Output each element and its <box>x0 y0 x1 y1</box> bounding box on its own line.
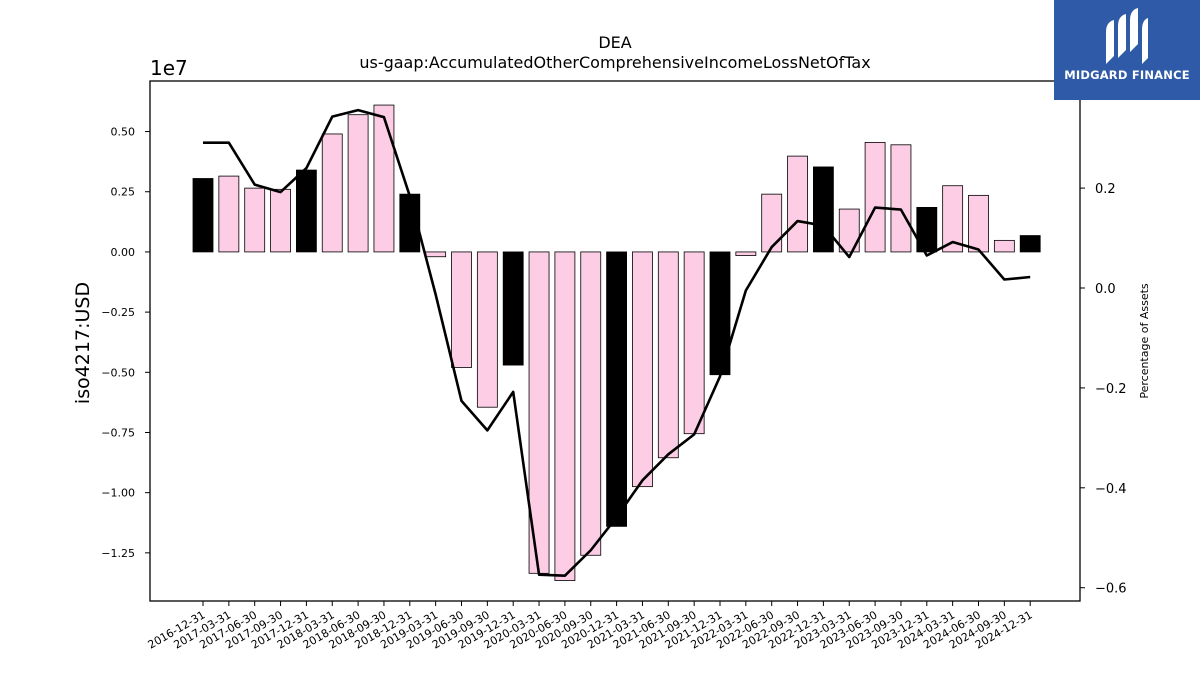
bar-2022-03-31 <box>735 251 757 256</box>
pct-assets-line <box>203 108 1031 578</box>
y2-tick-label: 0.0 <box>1095 282 1116 297</box>
bar-2019-06-30 <box>451 251 472 368</box>
bar-2020-12-31 <box>606 251 627 527</box>
bar-2023-09-30 <box>890 144 912 253</box>
y-tick-label: −0.50 <box>101 366 135 379</box>
line-group <box>203 108 1031 578</box>
bar-2017-12-31 <box>295 169 317 253</box>
y2-axis-label: Percentage of Assets <box>1138 283 1151 399</box>
midgard-finance-logo: MIDGARD FINANCE <box>1054 0 1200 100</box>
bar-2017-06-30 <box>244 187 266 253</box>
bar-2024-06-30 <box>968 194 989 253</box>
y2-tick-label: −0.2 <box>1095 382 1127 397</box>
logo-mark-icon <box>1106 8 1148 64</box>
y-tick-label: −0.75 <box>101 426 135 439</box>
y-offset-text: 1e7 <box>150 56 188 80</box>
bar-2023-03-31 <box>838 208 860 253</box>
bar-2024-12-31 <box>1019 235 1041 253</box>
y-tick-label: 0.00 <box>111 246 136 259</box>
y-tick-label: 0.50 <box>111 126 136 139</box>
bar-2017-03-31 <box>218 175 240 253</box>
bar-2019-03-31 <box>425 251 447 258</box>
plot-frame <box>149 80 1081 602</box>
bar-2023-12-31 <box>916 206 938 253</box>
bar-2024-03-31 <box>942 185 964 253</box>
y-tick-label: −0.25 <box>101 306 135 319</box>
bar-2024-09-30 <box>993 239 1015 253</box>
bar-2018-03-31 <box>321 133 343 253</box>
bar-2022-09-30 <box>787 155 808 253</box>
bar-2022-06-30 <box>761 193 783 253</box>
bar-2018-09-30 <box>373 104 395 253</box>
bar-2020-09-30 <box>580 251 602 556</box>
y2-tick-label: 0.2 <box>1095 182 1116 197</box>
bar-2022-12-31 <box>813 166 834 253</box>
bar-2017-09-30 <box>270 188 291 253</box>
y2-tick-label: −0.6 <box>1095 582 1127 597</box>
y-axis-label: iso4217:USD <box>72 282 94 404</box>
y-tick-label: 0.25 <box>111 186 136 199</box>
bar-2018-06-30 <box>347 114 369 253</box>
y2-tick-label: −0.4 <box>1095 482 1127 497</box>
bar-2021-06-30 <box>657 251 679 459</box>
bar-2021-09-30 <box>683 251 705 435</box>
y-tick-label: −1.00 <box>101 487 135 500</box>
chart-title: DEA <box>598 33 631 52</box>
y-tick-label: −1.25 <box>101 547 135 560</box>
bar-2019-12-31 <box>502 251 524 366</box>
logo-text: MIDGARD FINANCE <box>1064 68 1190 82</box>
bar-2021-03-31 <box>632 251 653 488</box>
bars-group <box>192 104 1041 581</box>
bar-2023-06-30 <box>864 141 886 253</box>
bar-2019-09-30 <box>476 251 498 408</box>
bar-2016-12-31 <box>192 178 214 253</box>
bar-2020-06-30 <box>554 251 576 581</box>
chart-subtitle: us-gaap:AccumulatedOtherComprehensiveInc… <box>359 53 870 72</box>
